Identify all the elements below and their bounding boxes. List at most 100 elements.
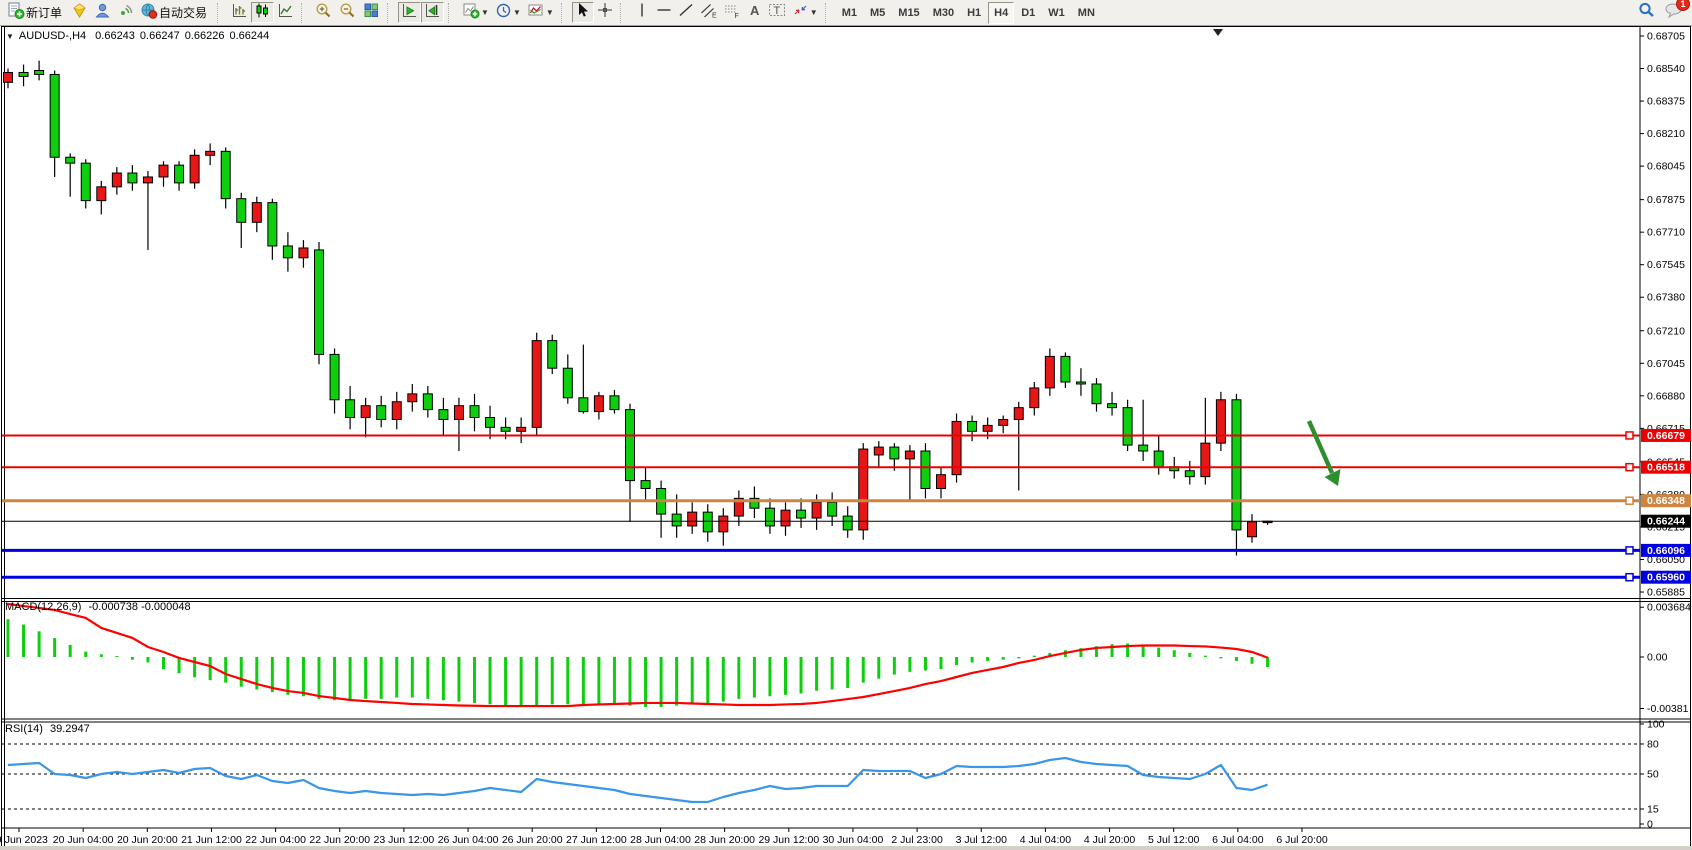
candle [516,426,527,432]
timeframe-group: M1 M5 M15 M30 H1 H4 D1 W1 MN [836,1,1101,24]
candle [967,420,978,432]
chart-shift-marker-icon[interactable] [1213,29,1223,36]
timeframe-m5-button[interactable]: M5 [870,6,886,19]
high-value: 0.66247 [139,30,180,42]
timeframe-h4-button[interactable]: H4 [988,1,1015,24]
macd-indicator-name: MACD(12,26,9) [5,601,82,613]
price-line-0.66679[interactable]: 0.66679 [2,428,1691,442]
cursor-tool-button[interactable] [571,2,594,23]
svg-text:100: 100 [1647,719,1665,731]
candle [65,156,76,164]
auto-trading-icon [140,2,158,24]
price-line-0.65960[interactable]: 0.65960 [2,570,1691,584]
tile-windows-icon [363,2,380,24]
profile-button[interactable] [91,2,114,23]
auto-trading-button[interactable]: 自动交易 [137,2,213,23]
timeframe-m30-button[interactable]: M30 [932,6,955,19]
text-tool-button[interactable]: A [743,2,765,23]
fibonacci-tool-button[interactable]: F [720,2,743,23]
candlestick-mode-button[interactable] [251,2,275,23]
macd-axis: 0.003684 0.00 -0.00381 [1640,602,1691,715]
timeframe-m15-button[interactable]: M15 [898,6,920,19]
svg-text:0.68210: 0.68210 [1647,128,1685,140]
chart-shift-button[interactable] [421,2,445,23]
new-order-button[interactable]: 新订单 [4,2,68,23]
candle [220,150,231,200]
profile-icon [94,2,111,24]
candle [842,515,853,531]
candle [205,150,216,156]
text-label-tool-button[interactable]: T [765,2,789,23]
arrows-tool-button[interactable]: ▼ [789,2,821,23]
zoom-out-button[interactable] [336,2,360,23]
auto-scroll-button[interactable] [398,2,422,23]
candle [500,426,511,432]
candle [1122,407,1133,446]
candle [158,164,169,178]
candle [1075,381,1086,385]
indicators-button[interactable]: ▼ [459,2,492,23]
indicators-icon [462,2,480,24]
candle [1060,355,1071,383]
line-handle[interactable] [1625,546,1634,555]
candle [982,424,993,432]
svg-text:20 Jun 20:00: 20 Jun 20:00 [117,834,178,846]
candle [687,511,698,527]
line-handle[interactable] [1625,462,1634,472]
bar-chart-mode-button[interactable] [228,2,251,23]
macd-histogram [6,619,1270,708]
templates-button[interactable]: ▼ [524,2,557,23]
zoom-in-button[interactable] [312,2,336,23]
text-label-icon: T [768,2,786,23]
signals-button[interactable] [114,2,137,23]
svg-text:0.67710: 0.67710 [1647,227,1685,239]
line-chart-mode-button[interactable] [274,2,297,23]
line-handle[interactable] [1625,431,1634,440]
candle [1029,387,1040,409]
line-handle[interactable] [1625,496,1634,505]
equidistant-channel-tool-button[interactable]: E [697,2,720,23]
search-icon[interactable] [1637,1,1656,24]
cursor-icon [575,2,590,23]
low-value: 0.66226 [184,30,225,42]
candle [889,446,900,460]
timeframe-m1-button[interactable]: M1 [841,6,857,19]
svg-text:E: E [712,12,717,19]
candle [920,450,931,489]
notification-badge: 1 [1676,0,1690,11]
candle [174,164,185,184]
rsi-pane-label: RSI(14) 39.2947 [5,723,90,735]
price-line-0.66244[interactable]: 0.66244 [2,514,1691,528]
timeframe-mn-button[interactable]: MN [1077,6,1095,19]
trend-arrow-annotation[interactable] [1306,420,1341,486]
symbol-timeframe-label: AUDUSD-,H4 [18,30,87,42]
svg-text:4 Jul 20:00: 4 Jul 20:00 [1084,834,1136,846]
symbol-dropdown-icon[interactable]: ▼ [6,31,14,41]
svg-text:4 Jul 04:00: 4 Jul 04:00 [1020,834,1072,846]
price-line-0.66518[interactable]: 0.66518 [2,460,1691,474]
line-handle[interactable] [1625,572,1634,582]
crosshair-tool-button[interactable] [594,2,616,23]
chart-header: ▼ AUDUSD-,H4 0.66243 0.66247 0.66226 0.6… [6,30,269,42]
svg-text:0.003684: 0.003684 [1647,602,1691,614]
periods-button[interactable]: ▼ [492,2,524,23]
svg-text:15: 15 [1647,804,1659,816]
price-line-0.66096[interactable]: 0.66096 [2,543,1691,557]
price-line-0.66348[interactable]: 0.66348 [2,494,1691,508]
mql5-community-button[interactable] [68,2,91,23]
vertical-line-tool-button[interactable] [631,2,653,23]
auto-trading-label: 自动交易 [159,6,208,20]
horizontal-line-tool-button[interactable] [653,2,675,23]
svg-text:A: A [750,3,760,18]
timeframe-w1-button[interactable]: W1 [1048,6,1065,19]
timeframe-h1-button[interactable]: H1 [967,6,982,19]
trendline-tool-button[interactable] [675,2,697,23]
zoom-in-icon [315,2,333,24]
notifications-button[interactable]: 1 [1664,0,1690,23]
tile-windows-button[interactable] [360,2,383,23]
timeframe-d1-button[interactable]: D1 [1021,6,1036,19]
svg-text:0.68045: 0.68045 [1647,161,1685,173]
candle [609,395,620,411]
